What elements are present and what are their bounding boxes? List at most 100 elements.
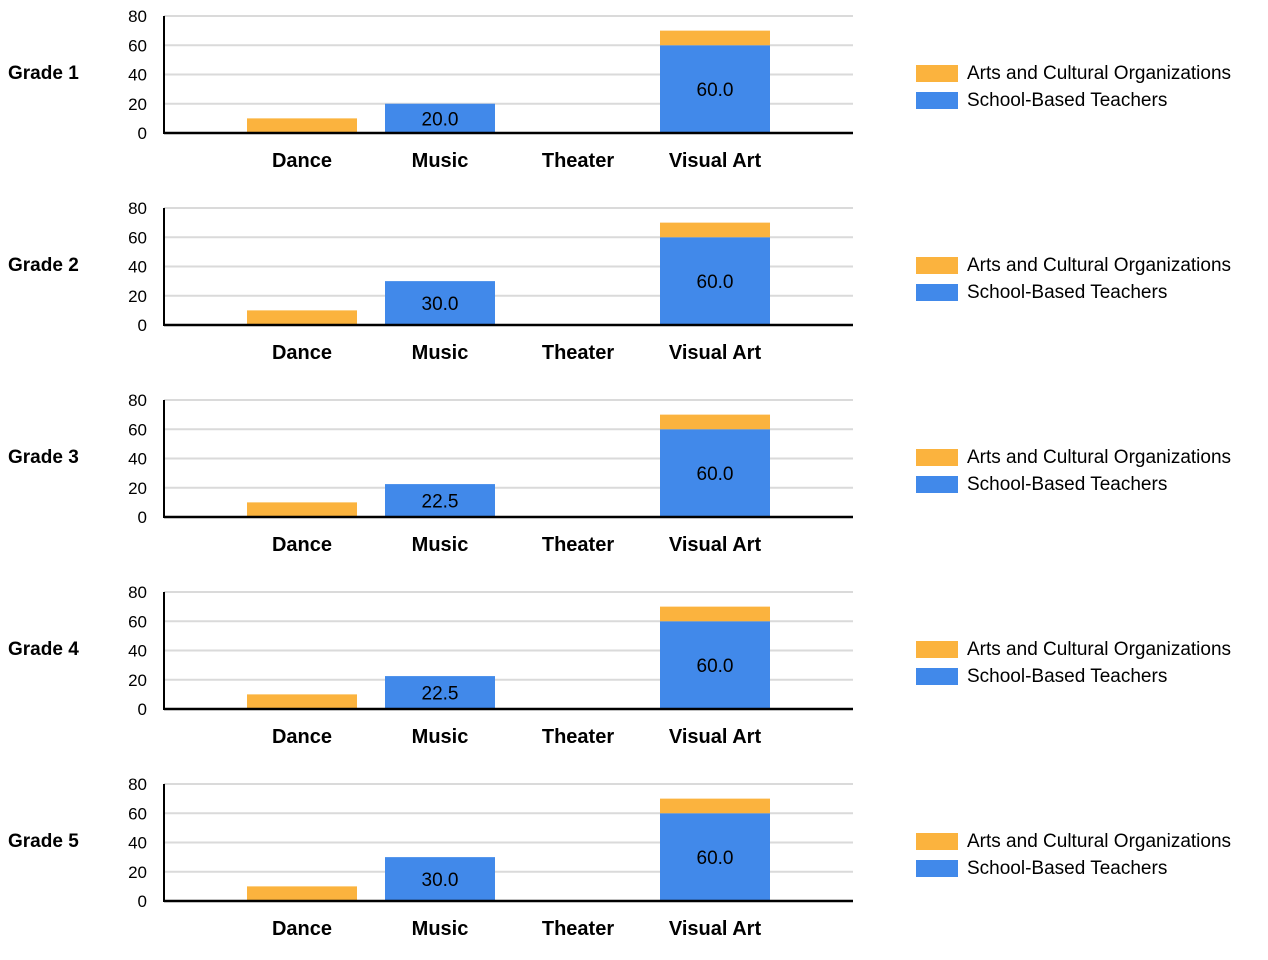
chart-title: Grade 3 [8, 447, 79, 468]
legend-swatch [916, 860, 958, 877]
bar-arts-and-cultural-organizations-visual-art [660, 222, 770, 238]
y-tick-label: 60 [128, 420, 147, 439]
legend-label: School-Based Teachers [967, 281, 1168, 303]
y-tick-label: 80 [128, 199, 147, 218]
x-category-label: Dance [272, 342, 332, 364]
chart-title: Grade 1 [8, 63, 79, 84]
data-label: 60.0 [697, 80, 734, 101]
x-category-label: Music [412, 726, 469, 748]
chart-plot: 0 20 40 60 80 30.0 60.0 Dance Music Theater Visual… [128, 775, 853, 940]
data-label: 20.0 [422, 109, 459, 130]
y-tick-label: 0 [138, 316, 147, 335]
data-label: 60.0 [697, 464, 734, 485]
bar-arts-and-cultural-organizations-dance [247, 502, 357, 517]
legend-item-school-based-teachers: School-Based Teachers [916, 471, 1231, 498]
legend-label: School-Based Teachers [967, 665, 1168, 687]
bar-arts-and-cultural-organizations-visual-art [660, 30, 770, 46]
x-category-label: Visual Art [669, 918, 762, 940]
x-category-label: Theater [542, 918, 614, 940]
x-category-label: Theater [542, 726, 614, 748]
legend-item-arts-and-cultural-organizations: Arts and Cultural Organizations [916, 60, 1231, 87]
x-category-label: Dance [272, 918, 332, 940]
x-category-label: Visual Art [669, 726, 762, 748]
bar-arts-and-cultural-organizations-visual-art [660, 414, 770, 430]
legend-swatch [916, 449, 958, 466]
y-tick-label: 0 [138, 124, 147, 143]
y-tick-label: 0 [138, 700, 147, 719]
bar-arts-and-cultural-organizations-visual-art [660, 798, 770, 814]
x-category-label: Music [412, 150, 469, 172]
y-tick-label: 20 [128, 863, 147, 882]
data-label: 22.5 [422, 684, 459, 705]
legend: Arts and Cultural Organizations School-Ba… [916, 828, 1231, 882]
bar-school-based-teachers-visual-art [660, 45, 770, 133]
bar-school-based-teachers-music [385, 857, 495, 901]
bar-school-based-teachers-visual-art [660, 621, 770, 709]
legend-item-school-based-teachers: School-Based Teachers [916, 855, 1231, 882]
legend: Arts and Cultural Organizations School-Ba… [916, 444, 1231, 498]
legend-swatch [916, 257, 958, 274]
y-tick-label: 40 [128, 450, 147, 469]
y-tick-label: 60 [128, 228, 147, 247]
legend-swatch [916, 284, 958, 301]
chart-plot: 0 20 40 60 80 22.5 60.0 Dance Music Theater Visual… [128, 391, 853, 556]
legend-item-school-based-teachers: School-Based Teachers [916, 87, 1231, 114]
chart-plot: 0 20 40 60 80 30.0 60.0 Dance Music Theater Visual… [128, 199, 853, 364]
legend-label: Arts and Cultural Organizations [967, 254, 1232, 276]
legend-swatch [916, 833, 958, 850]
legend-swatch [916, 65, 958, 82]
x-category-label: Music [412, 534, 469, 556]
legend-item-arts-and-cultural-organizations: Arts and Cultural Organizations [916, 444, 1231, 471]
x-category-label: Dance [272, 726, 332, 748]
legend-label: Arts and Cultural Organizations [967, 62, 1232, 84]
x-category-label: Dance [272, 534, 332, 556]
y-tick-label: 40 [128, 834, 147, 853]
y-tick-label: 80 [128, 7, 147, 26]
bar-school-based-teachers-visual-art [660, 237, 770, 325]
legend-label: School-Based Teachers [967, 89, 1168, 111]
legend-label: Arts and Cultural Organizations [967, 638, 1232, 660]
y-tick-label: 0 [138, 892, 147, 911]
bar-school-based-teachers-visual-art [660, 813, 770, 901]
legend-item-school-based-teachers: School-Based Teachers [916, 663, 1231, 690]
legend-swatch [916, 668, 958, 685]
bar-school-based-teachers-visual-art [660, 429, 770, 517]
y-tick-label: 20 [128, 671, 147, 690]
bar-arts-and-cultural-organizations-dance [247, 118, 357, 133]
legend: Arts and Cultural Organizations School-Ba… [916, 636, 1231, 690]
legend-label: School-Based Teachers [967, 857, 1168, 879]
x-category-label: Theater [542, 342, 614, 364]
legend-label: Arts and Cultural Organizations [967, 446, 1232, 468]
legend-item-arts-and-cultural-organizations: Arts and Cultural Organizations [916, 828, 1231, 855]
legend-swatch [916, 476, 958, 493]
data-label: 22.5 [422, 492, 459, 513]
data-label: 30.0 [422, 294, 459, 315]
data-label: 30.0 [422, 870, 459, 891]
bar-arts-and-cultural-organizations-dance [247, 310, 357, 325]
y-tick-label: 40 [128, 642, 147, 661]
y-tick-label: 20 [128, 287, 147, 306]
legend-item-school-based-teachers: School-Based Teachers [916, 279, 1231, 306]
grade-chart-1: Grade 1 0 20 40 60 80 20.0 60.0 Dance Music Theate… [0, 0, 1268, 192]
legend: Arts and Cultural Organizations School-Ba… [916, 60, 1231, 114]
y-tick-label: 80 [128, 583, 147, 602]
legend-item-arts-and-cultural-organizations: Arts and Cultural Organizations [916, 252, 1231, 279]
x-category-label: Music [412, 342, 469, 364]
chart-title: Grade 2 [8, 255, 79, 276]
x-category-label: Visual Art [669, 342, 762, 364]
y-tick-label: 0 [138, 508, 147, 527]
data-label: 60.0 [697, 272, 734, 293]
x-category-label: Music [412, 918, 469, 940]
legend-label: Arts and Cultural Organizations [967, 830, 1232, 852]
y-tick-label: 40 [128, 258, 147, 277]
y-tick-label: 80 [128, 775, 147, 794]
x-category-label: Visual Art [669, 150, 762, 172]
y-tick-label: 60 [128, 36, 147, 55]
grade-chart-3: Grade 3 0 20 40 60 80 22.5 60.0 Dance Music Theate… [0, 384, 1268, 576]
legend-swatch [916, 641, 958, 658]
y-tick-label: 80 [128, 391, 147, 410]
bar-arts-and-cultural-organizations-visual-art [660, 606, 770, 622]
data-label: 60.0 [697, 848, 734, 869]
bar-arts-and-cultural-organizations-dance [247, 886, 357, 901]
bar-school-based-teachers-music [385, 484, 495, 517]
